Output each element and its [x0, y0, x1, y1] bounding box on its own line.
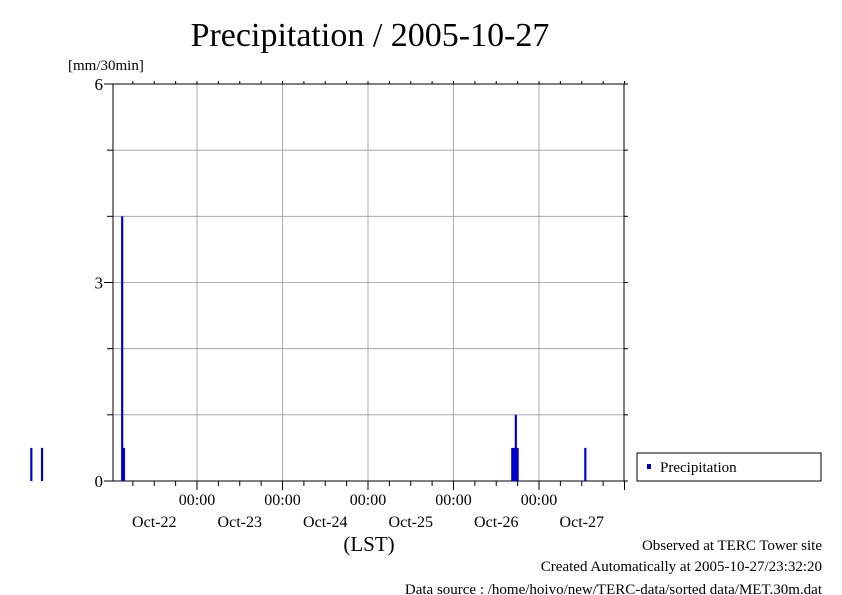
precip-bar [514, 414, 517, 481]
x-time-label: 00:00 [179, 492, 215, 509]
legend: Precipitation [636, 452, 822, 482]
footer-observed: Observed at TERC Tower site [642, 538, 822, 554]
x-date-label: Oct-26 [474, 514, 518, 531]
legend-label: Precipitation [660, 460, 737, 476]
y-tick-label: 0 [95, 472, 104, 491]
x-date-label: Oct-27 [560, 514, 604, 531]
y-tick-label: 6 [95, 75, 104, 94]
precip-bar [30, 447, 33, 481]
footer-source: Data source : /home/hoivo/new/TERC-data/… [405, 582, 823, 595]
legend-box [636, 452, 822, 482]
grid [113, 84, 624, 481]
x-time-label: 00:00 [521, 492, 557, 509]
precip-bar [516, 447, 519, 481]
bars [30, 216, 587, 482]
x-date-label: Oct-23 [218, 514, 262, 531]
legend-swatch [647, 464, 651, 469]
y-axis-unit: [mm/30min] [68, 58, 144, 74]
precip-bar [121, 216, 124, 482]
x-date-label: Oct-22 [132, 514, 176, 531]
axis-ticks [104, 81, 628, 490]
x-axis-label: (LST) [343, 532, 394, 556]
x-time-label: 00:00 [435, 492, 471, 509]
precip-bar [122, 447, 126, 481]
precip-bar [584, 447, 587, 481]
precip-bar [40, 447, 44, 481]
x-time-label: 00:00 [264, 492, 300, 509]
y-tick-label: 3 [95, 274, 104, 293]
x-time-label: 00:00 [350, 492, 386, 509]
x-date-label: Oct-25 [389, 514, 433, 531]
precip-bar [511, 447, 514, 481]
footer-created: Created Automatically at 2005-10-27/23:3… [541, 559, 822, 575]
chart-title: Precipitation / 2005-10-27 [191, 17, 550, 54]
x-date-label: Oct-24 [303, 514, 347, 531]
precip-bar [512, 447, 516, 481]
